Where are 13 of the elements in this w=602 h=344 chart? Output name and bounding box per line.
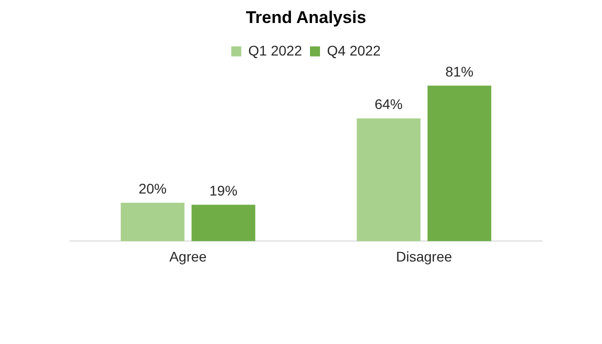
legend-label: Q1 2022 xyxy=(248,42,302,58)
x-tick-label: Agree xyxy=(169,248,207,264)
bar xyxy=(428,86,492,242)
data-label: 81% xyxy=(445,64,474,80)
bar xyxy=(192,204,256,242)
data-label: 64% xyxy=(374,96,403,112)
chart-title: Trend Analysis xyxy=(246,8,366,27)
bar xyxy=(356,118,420,242)
data-label: 20% xyxy=(138,180,167,197)
legend-label: Q4 2022 xyxy=(327,42,381,58)
bar xyxy=(120,202,184,242)
x-tick-label: Disagree xyxy=(396,248,452,264)
data-label: 19% xyxy=(209,182,238,199)
